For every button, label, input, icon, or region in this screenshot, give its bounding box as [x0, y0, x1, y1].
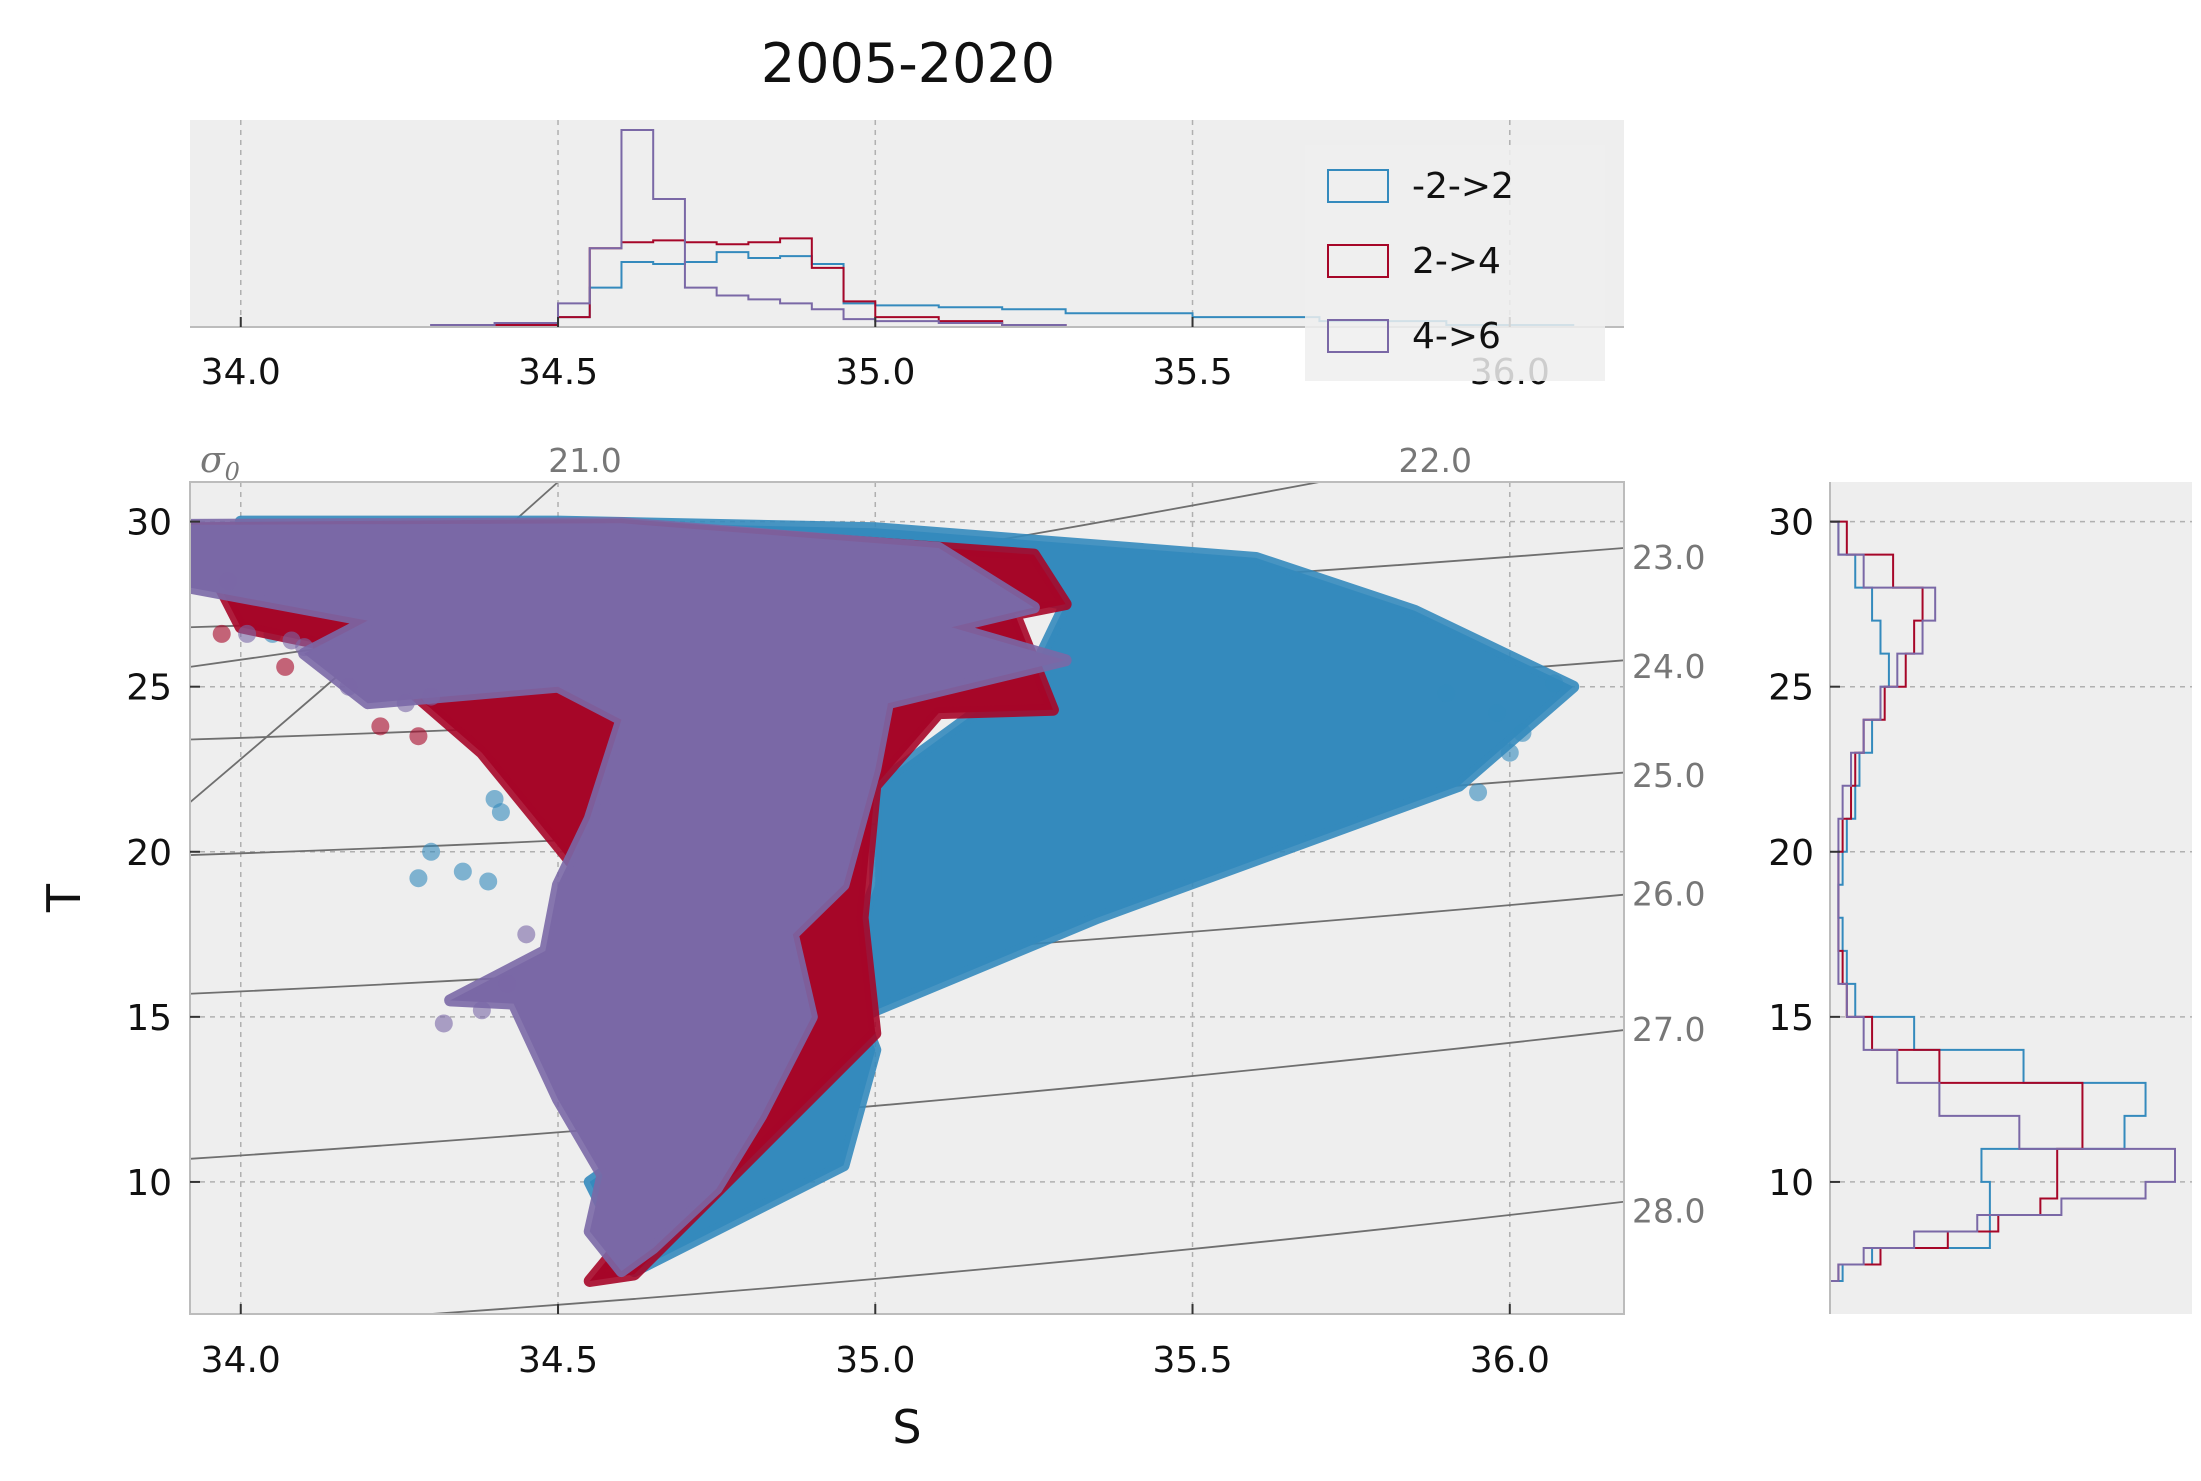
scatter-point — [219, 572, 238, 591]
density-contour-line — [431, 1200, 1624, 1314]
scatter-point — [498, 974, 517, 993]
top-tick-label: 35.0 — [835, 352, 915, 393]
x-axis-title: S — [892, 1400, 921, 1454]
right-histogram-step--2->2 — [1830, 520, 2147, 1282]
scatter-clouds — [190, 515, 1580, 1287]
scatter-point — [1437, 684, 1456, 703]
main-scatter-panel: 34.0 34.5 35.0 35.5 36.0 10 15 20 25 30 σ0 21.0 22… — [37, 440, 1705, 1454]
right-histogram-step-4->6 — [1830, 520, 2176, 1282]
figure-title: 2005-2020 — [761, 32, 1055, 95]
sigma0-symbol: σ0 — [200, 440, 240, 486]
right-tick-label: 25 — [1768, 668, 1814, 709]
scatter-point — [276, 657, 295, 676]
main-x-ticks: 34.0 34.5 35.0 35.5 36.0 — [201, 1304, 1550, 1381]
main-plot-frame — [189, 481, 1625, 1315]
scatter-point — [409, 869, 428, 888]
scatter-point — [212, 624, 231, 643]
scatter-point — [396, 694, 415, 713]
scatter-point — [1500, 743, 1519, 762]
right-tick-label: 10 — [1768, 1163, 1814, 1204]
sigma0-right-label: 24.0 — [1632, 647, 1705, 686]
legend-label: -2->2 — [1412, 166, 1514, 207]
legend-box — [1305, 145, 1605, 381]
x-tick-label: 34.0 — [201, 1340, 281, 1381]
top-tick-label: 35.5 — [1152, 352, 1232, 393]
x-tick-label: 34.5 — [518, 1340, 598, 1381]
scatter-point — [517, 925, 536, 944]
x-tick-label: 35.5 — [1152, 1340, 1232, 1381]
sigma0-right-label: 23.0 — [1632, 538, 1705, 577]
sigma0-right-label: 28.0 — [1632, 1192, 1705, 1231]
scatter-point — [1488, 704, 1507, 723]
scatter-point — [422, 842, 441, 861]
density-contour-line — [190, 1029, 1624, 1160]
right-histogram-series — [1830, 520, 2176, 1282]
scatter-point — [371, 717, 390, 736]
sigma0-right-label: 27.0 — [1632, 1010, 1705, 1049]
sigma0-right-label: 25.0 — [1632, 756, 1705, 795]
legend-swatch — [1327, 244, 1389, 278]
y-tick-label: 15 — [126, 998, 172, 1039]
legend-swatch — [1327, 169, 1389, 203]
y-tick-label: 30 — [126, 503, 172, 544]
top-histogram-series — [430, 129, 1575, 328]
y-axis-title: T — [37, 883, 91, 913]
y-tick-label: 10 — [126, 1163, 172, 1204]
scatter-point — [339, 677, 358, 696]
sigma0-right-label: 26.0 — [1632, 875, 1705, 914]
scatter-point — [479, 872, 498, 891]
right-histogram-background — [1830, 482, 2192, 1314]
scatter-point — [409, 727, 428, 746]
top-tick-label: 34.0 — [201, 352, 281, 393]
right-tick-label: 20 — [1768, 833, 1814, 874]
x-tick-label: 36.0 — [1470, 1340, 1550, 1381]
right-tick-label: 30 — [1768, 503, 1814, 544]
right-histogram-panel: 10 15 20 25 30 — [1768, 482, 2192, 1314]
legend-label: 4->6 — [1412, 316, 1501, 357]
scatter-point — [1469, 783, 1488, 802]
top-histogram-panel: 34.034.535.035.536.0 -2->22->44->6 — [190, 120, 1624, 393]
sigma0-top-label: 21.0 — [548, 441, 621, 480]
y-tick-label: 20 — [126, 833, 172, 874]
scatter-point — [472, 1001, 491, 1020]
sigma0-subscript: 0 — [225, 458, 240, 486]
x-tick-label: 35.0 — [835, 1340, 915, 1381]
scatter-point — [491, 803, 510, 822]
scatter-series-4->6 — [190, 517, 1072, 1278]
right-tick-label: 15 — [1768, 998, 1814, 1039]
legend-swatch — [1327, 319, 1389, 353]
scatter-point — [1513, 723, 1532, 742]
legend-label: 2->4 — [1412, 241, 1501, 282]
scatter-cloud-4->6 — [190, 517, 1072, 1278]
scatter-point — [453, 862, 472, 881]
legend: -2->2 2->4 4->6 — [1305, 145, 1605, 381]
top-histogram-grid — [240, 120, 1511, 327]
top-tick-label: 34.5 — [518, 352, 598, 393]
scatter-point — [422, 687, 441, 706]
sigma0-top-label: 22.0 — [1399, 441, 1472, 480]
scatter-point — [434, 1014, 453, 1033]
sigma0-labels: σ0 21.0 22.0 23.0 24.0 25.0 26.0 27.0 28.0 — [200, 440, 1705, 1231]
top-histogram-step-4->6 — [430, 129, 1574, 328]
scatter-point — [295, 638, 314, 657]
main-y-ticks: 10 15 20 25 30 — [126, 503, 200, 1204]
right-histogram-y-ticks: 10 15 20 25 30 — [1768, 503, 1840, 1204]
y-tick-label: 25 — [126, 668, 172, 709]
scatter-point — [238, 624, 257, 643]
scatter-point — [1545, 674, 1564, 693]
